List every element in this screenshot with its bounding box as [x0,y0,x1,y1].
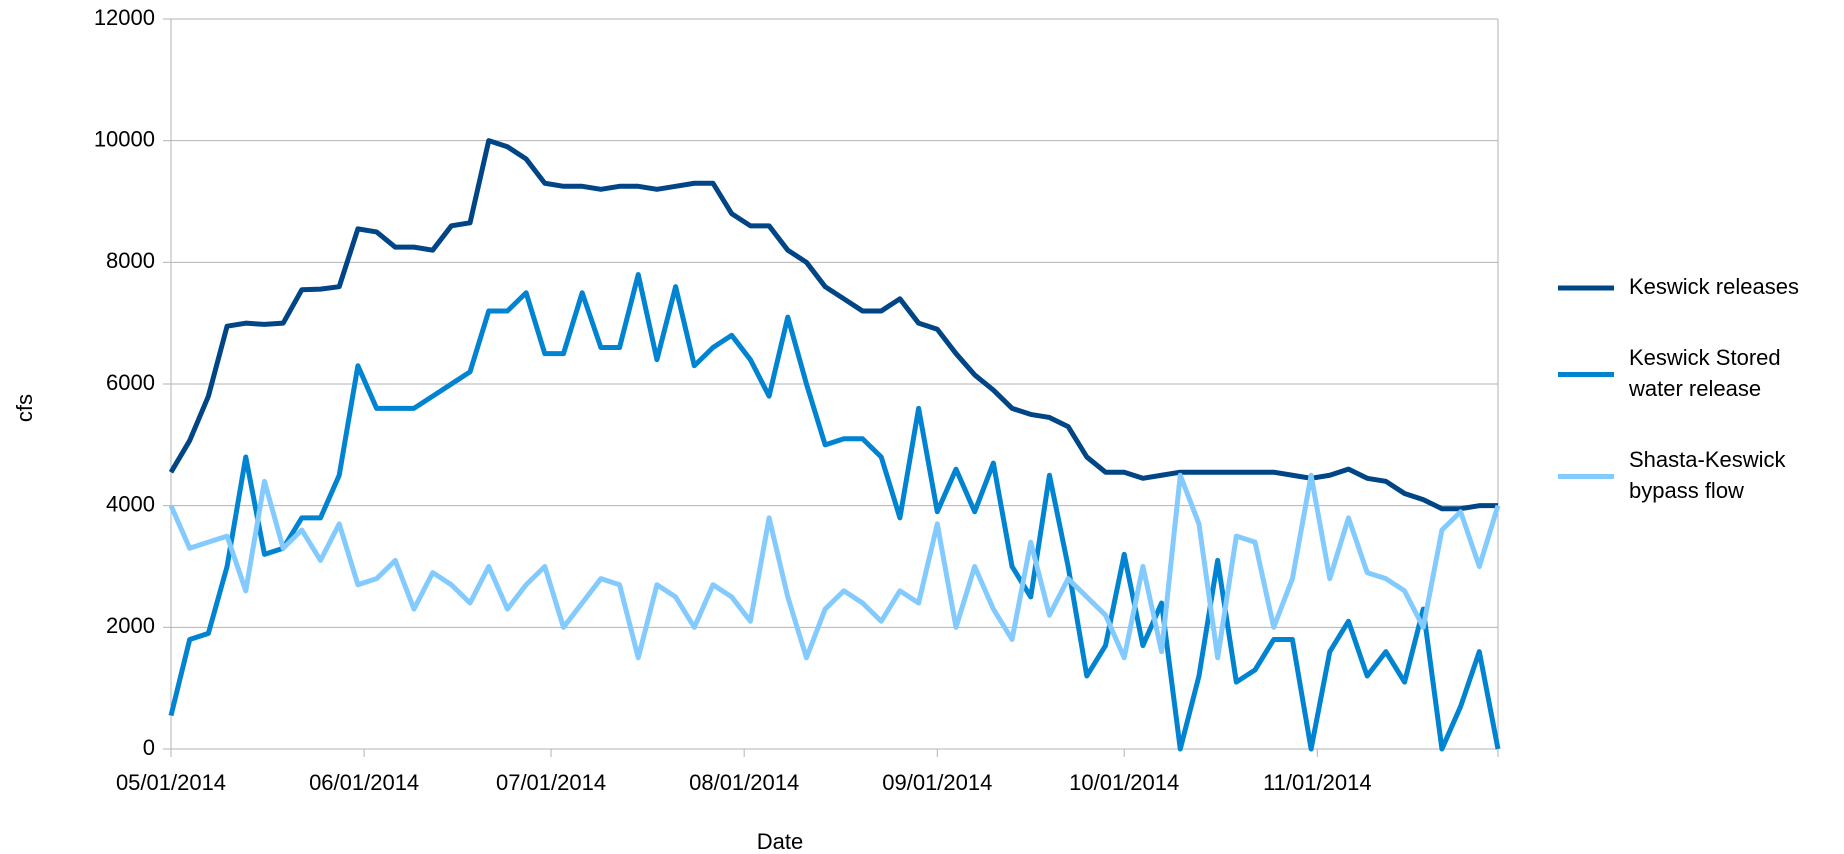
legend-label: Keswick releases [1629,274,1799,299]
series-line [168,272,1501,752]
y-tick-label: 10000 [94,126,155,151]
legend-label: Keswick Stored water release [1628,345,1781,401]
legend-label: Shasta-Keswick bypass flow [1629,447,1787,503]
y-tick-label: 6000 [106,370,155,395]
x-tick-label: 11/01/2014 [1263,770,1371,795]
y-tick-label: 12000 [94,5,155,30]
series-line [168,472,1501,661]
x-tick-label: 07/01/2014 [496,770,606,795]
y-tick-label: 8000 [106,248,155,273]
y-tick-label: 2000 [106,613,155,638]
y-tick-label: 0 [143,735,155,760]
x-tick-label: 06/01/2014 [309,770,419,795]
y-axis-label: cfs [12,394,37,422]
series-line [168,138,1498,512]
x-axis-label: Date [757,829,803,854]
x-tick-label: 08/01/2014 [689,770,799,795]
x-tick-label: 05/01/2014 [116,770,226,795]
x-tick-label: 09/01/2014 [882,770,992,795]
x-tick-label: 10/01/2014 [1069,770,1179,795]
y-tick-label: 4000 [106,491,155,516]
